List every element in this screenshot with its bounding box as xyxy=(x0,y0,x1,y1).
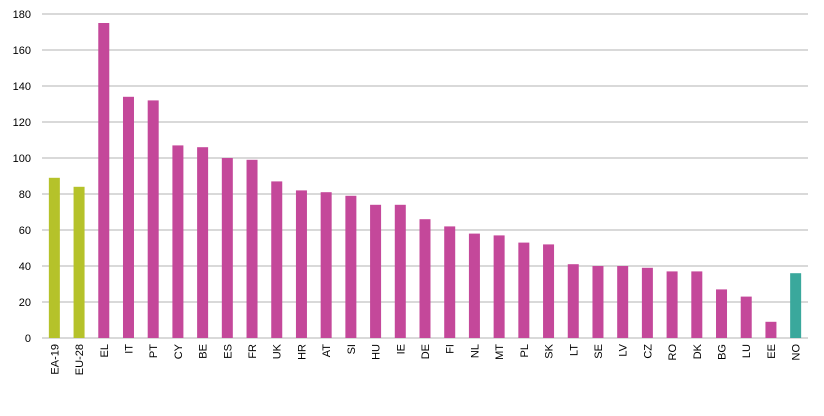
x-tick-label: NL xyxy=(469,344,481,358)
bar xyxy=(592,266,604,338)
x-tick-label: EL xyxy=(99,344,111,357)
x-tick-label: EA-19 xyxy=(49,344,61,375)
x-tick-label: CY xyxy=(173,343,185,359)
bar xyxy=(691,271,703,338)
bar xyxy=(147,100,159,339)
bar xyxy=(295,190,307,338)
bar xyxy=(98,23,110,338)
y-tick-label: 20 xyxy=(19,297,31,309)
y-tick-label: 100 xyxy=(13,153,31,165)
x-tick-label: CZ xyxy=(642,344,654,359)
x-tick-label: DK xyxy=(692,343,704,359)
x-tick-label: IE xyxy=(395,344,407,354)
bar xyxy=(518,242,530,338)
x-tick-label: FI xyxy=(445,344,457,354)
x-tick-label: PL xyxy=(519,344,531,357)
bar xyxy=(617,266,629,338)
x-tick-label: RO xyxy=(667,344,679,361)
x-tick-label: ES xyxy=(222,344,234,359)
bar xyxy=(246,159,258,338)
bar xyxy=(740,296,752,338)
x-tick-label: HR xyxy=(296,344,308,360)
y-tick-label: 140 xyxy=(13,81,31,93)
x-tick-label: SE xyxy=(593,344,605,359)
bar xyxy=(122,96,134,338)
bar xyxy=(419,219,431,338)
bar xyxy=(493,235,505,338)
bar xyxy=(172,145,184,338)
x-tick-label: SI xyxy=(346,344,358,354)
x-tick-label: AT xyxy=(321,344,333,358)
x-tick-label: IT xyxy=(123,344,135,354)
bar xyxy=(765,321,777,338)
y-tick-label: 180 xyxy=(13,9,31,21)
bar xyxy=(320,192,332,338)
bar xyxy=(567,264,579,338)
bar xyxy=(48,177,60,338)
bar xyxy=(271,181,283,338)
x-tick-label: LT xyxy=(568,344,580,356)
bar xyxy=(468,233,480,338)
x-tick-label: UK xyxy=(272,343,284,359)
bar xyxy=(666,271,678,338)
bar xyxy=(790,273,802,338)
y-tick-label: 40 xyxy=(19,261,31,273)
x-tick-label: BG xyxy=(717,344,729,360)
y-tick-label: 80 xyxy=(19,189,31,201)
x-tick-label: LU xyxy=(741,344,753,358)
x-tick-label: BE xyxy=(198,344,210,359)
bar xyxy=(543,244,555,338)
bar xyxy=(370,204,382,338)
bar xyxy=(345,195,357,338)
x-tick-label: EE xyxy=(766,344,778,359)
bar xyxy=(716,289,728,338)
y-tick-label: 120 xyxy=(13,117,31,129)
bar xyxy=(73,186,85,338)
x-tick-label: DE xyxy=(420,344,432,359)
bar xyxy=(221,158,233,338)
x-tick-label: MT xyxy=(494,344,506,360)
x-tick-label: EU-28 xyxy=(74,344,86,375)
x-tick-label: FR xyxy=(247,344,259,359)
bar xyxy=(444,226,456,338)
x-tick-label: LV xyxy=(618,343,630,356)
bar xyxy=(641,267,653,338)
x-tick-label: PT xyxy=(148,344,160,358)
x-tick-label: NO xyxy=(791,344,803,361)
bar xyxy=(197,147,209,338)
x-tick-label: SK xyxy=(544,343,556,358)
x-tick-label: HU xyxy=(371,344,383,360)
y-tick-label: 0 xyxy=(25,333,31,345)
y-tick-label: 60 xyxy=(19,225,31,237)
y-tick-label: 160 xyxy=(13,45,31,57)
bar xyxy=(394,204,406,338)
